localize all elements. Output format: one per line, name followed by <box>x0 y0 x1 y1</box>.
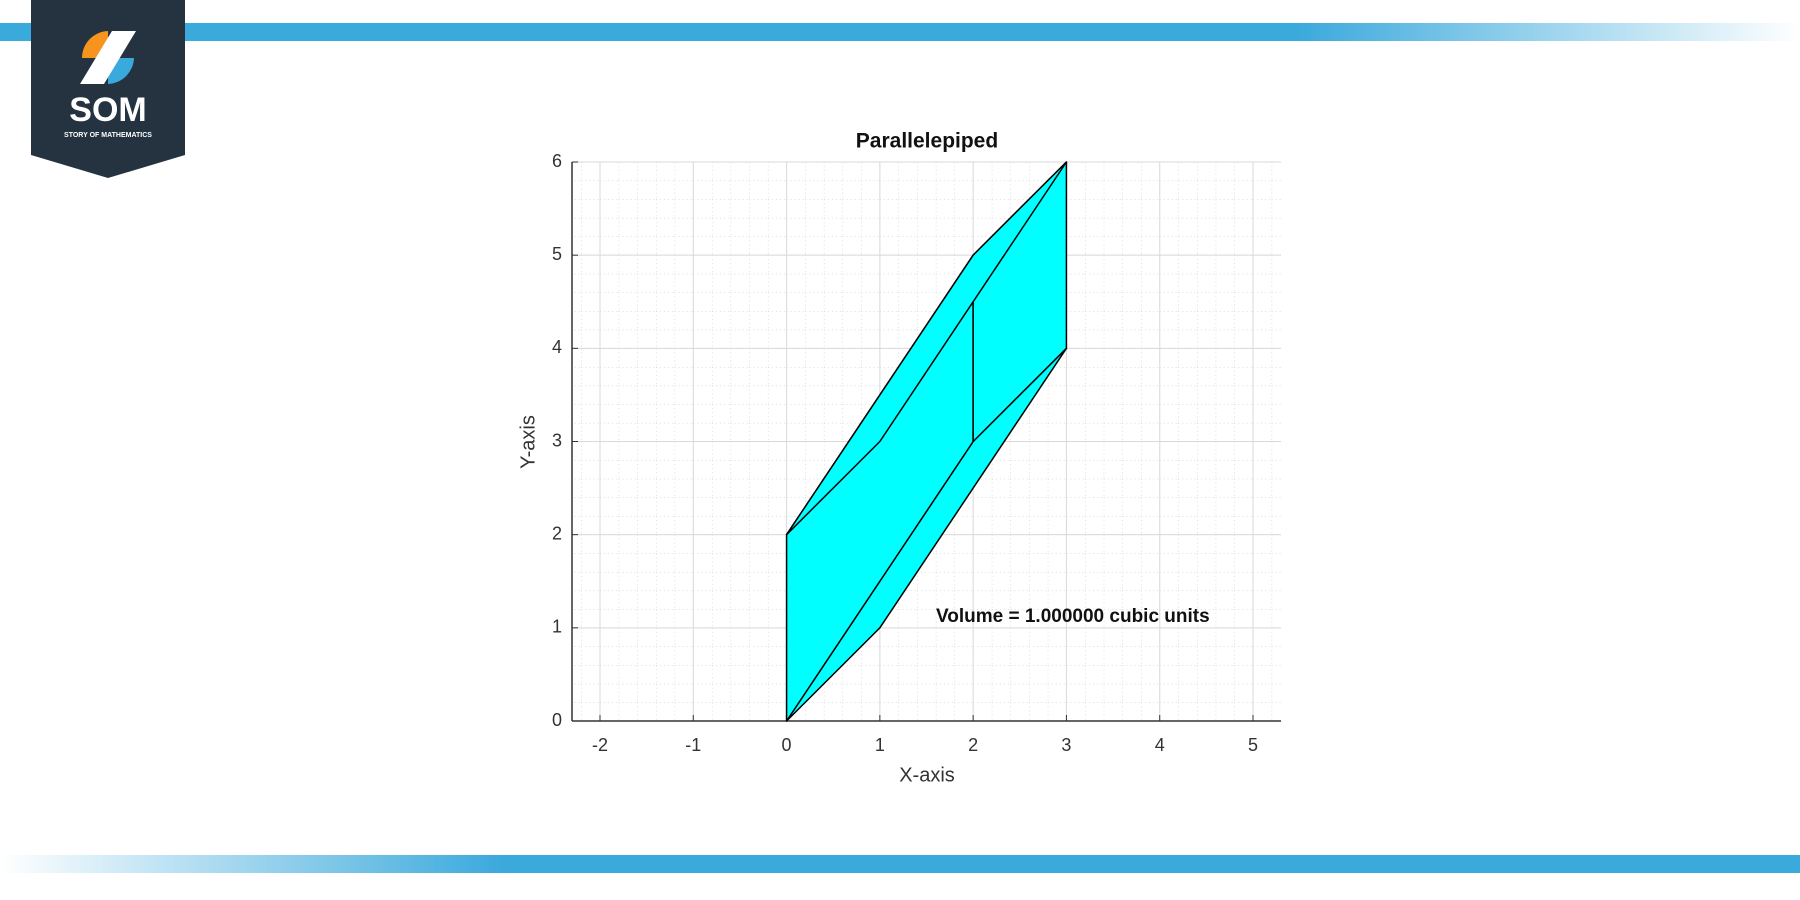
y-axis-label: Y-axis <box>517 415 539 469</box>
annotation: Volume = 1.000000 cubic units <box>936 606 1210 627</box>
y-tick-label: 1 <box>552 617 562 637</box>
x-tick-label: 2 <box>968 735 978 755</box>
logo-tagline: STORY OF MATHEMATICS <box>64 132 152 139</box>
x-axis-label: X-axis <box>899 764 955 786</box>
y-tick-label: 4 <box>552 337 562 357</box>
face <box>785 161 1068 536</box>
logo-name: SOM <box>69 91 146 129</box>
x-tick-label: 4 <box>1155 735 1165 755</box>
x-tick-label: 3 <box>1061 735 1071 755</box>
y-tick-label: 5 <box>552 244 562 264</box>
y-tick-label: 6 <box>552 151 562 171</box>
plot-area <box>571 161 1281 722</box>
y-tick-label: 3 <box>552 430 562 450</box>
logo-slash <box>80 31 136 84</box>
logo: SOM STORY OF MATHEMATICS <box>31 0 185 178</box>
logo-badge <box>31 0 185 178</box>
top-bar <box>0 23 1800 41</box>
y-tick-label: 0 <box>552 710 562 730</box>
x-tick-label: 1 <box>875 735 885 755</box>
bottom-bar <box>0 855 1800 873</box>
x-tick-label: 5 <box>1248 735 1258 755</box>
y-tick-label: 2 <box>552 523 562 543</box>
chart-title: Parallelepiped <box>856 130 998 153</box>
x-tick-label: 0 <box>782 735 792 755</box>
x-tick-label: -2 <box>592 735 608 755</box>
x-tick-label: -1 <box>685 735 701 755</box>
